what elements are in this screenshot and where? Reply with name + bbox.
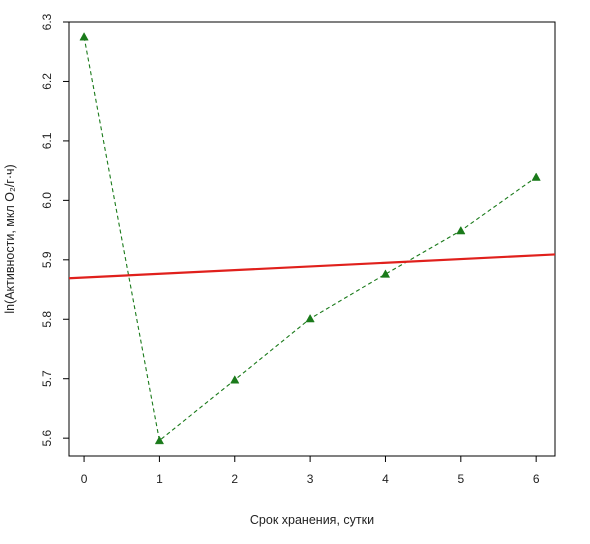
plot-area-frame <box>68 21 556 457</box>
y-tick-label: 6.0 <box>40 192 54 209</box>
y-tick-label: 5.7 <box>40 370 54 387</box>
y-tick-label: 5.8 <box>40 311 54 328</box>
y-tick-label: 5.9 <box>40 251 54 268</box>
triangle-point <box>79 32 89 41</box>
regression-line <box>69 253 555 280</box>
x-axis-title: Срок хранения, сутки <box>250 513 374 527</box>
y-tick-label: 6.1 <box>40 132 54 149</box>
triangle-point <box>380 269 391 278</box>
y-tick-label: 6.2 <box>40 73 54 90</box>
x-tick-label: 2 <box>231 472 238 486</box>
triangle-point <box>456 225 466 235</box>
x-axis: 0 1 2 3 4 5 6 <box>81 456 540 486</box>
x-tick-label: 1 <box>156 472 163 486</box>
x-tick-label: 3 <box>307 472 314 486</box>
y-tick-label: 6.3 <box>40 13 54 30</box>
y-axis: 5.6 5.7 5.8 5.9 6.0 6.1 6.2 6.3 <box>40 13 69 447</box>
y-axis-title: ln(Активности, мкл O₂/г·ч) <box>3 164 17 313</box>
y-tick-label: 5.6 <box>40 430 54 447</box>
x-tick-label: 6 <box>533 472 540 486</box>
dashed-series-line <box>83 36 537 442</box>
x-tick-label: 5 <box>457 472 464 486</box>
series-layer <box>69 32 555 445</box>
x-tick-label: 0 <box>81 472 88 486</box>
triangle-point <box>230 375 240 384</box>
x-tick-label: 4 <box>382 472 389 486</box>
triangle-point <box>305 313 315 323</box>
triangle-point <box>154 435 165 445</box>
triangle-point <box>531 172 541 181</box>
